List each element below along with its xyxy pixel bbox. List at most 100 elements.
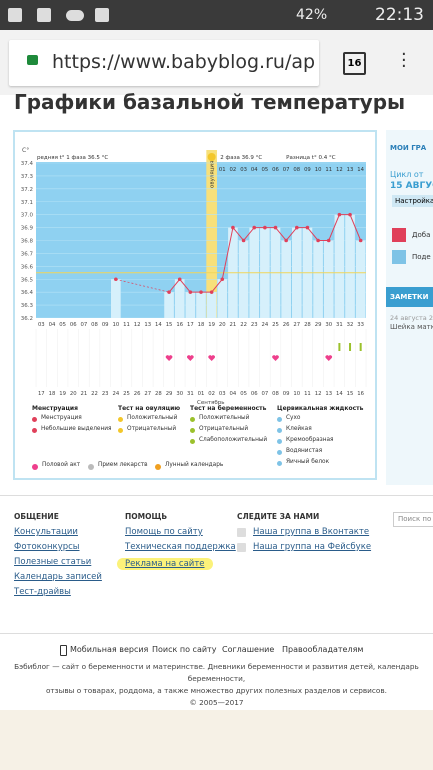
social-icon xyxy=(237,543,246,552)
legend-item: Положительный xyxy=(127,415,178,421)
y-tick-label: 36.9 xyxy=(21,226,34,232)
temperature-point xyxy=(209,290,214,294)
chart: редняя t° 1 фаза 36.5 °C 2 фаза 36.9 °C Ра… xyxy=(21,147,367,406)
date-label: 18 xyxy=(49,391,56,397)
date-label: 11 xyxy=(304,391,311,397)
note-date: 24 августа 2 xyxy=(390,314,433,322)
notes-bar xyxy=(386,287,433,307)
x-tick-label: 20 xyxy=(219,322,226,328)
page-title: Графики базальной температуры xyxy=(14,90,406,114)
divider xyxy=(0,495,433,496)
status-icon xyxy=(66,10,84,21)
phase2-day: 07 xyxy=(283,167,290,173)
date-label: 27 xyxy=(144,391,151,397)
temperature-point xyxy=(337,212,342,217)
search-field[interactable]: Поиск по с xyxy=(393,512,433,527)
phase2-day: 13 xyxy=(347,167,354,173)
x-tick-label: 06 xyxy=(70,322,77,328)
value-column xyxy=(196,292,206,318)
bottom-link[interactable]: Поиск по сайту xyxy=(152,645,217,654)
legend-item: Половой акт xyxy=(42,462,81,468)
legend-item: Небольшие выделения xyxy=(41,426,112,432)
footer-link[interactable]: Календарь записей xyxy=(14,572,102,582)
value-column xyxy=(174,279,185,318)
x-tick-label: 31 xyxy=(336,322,343,328)
temperature-point xyxy=(348,212,352,217)
date-label: 05 xyxy=(240,391,247,397)
temperature-point xyxy=(231,225,235,230)
x-tick-label: 03 xyxy=(38,322,45,328)
date-label: 02 xyxy=(208,391,215,397)
x-tick-label: 10 xyxy=(112,322,119,328)
legend-item: Отрицательный xyxy=(127,426,177,432)
value-column xyxy=(313,240,323,318)
phase2-day: 10 xyxy=(315,167,322,173)
footer-link[interactable]: Реклама на сайте xyxy=(117,558,213,570)
temperature-point xyxy=(241,238,246,243)
x-tick-label: 14 xyxy=(155,322,162,328)
phase-header xyxy=(36,150,366,162)
date-label: 06 xyxy=(251,391,258,397)
footer-link[interactable]: Тест-драйвы xyxy=(14,587,71,597)
date-label: 19 xyxy=(59,391,66,397)
settings-button[interactable]: Настройка xyxy=(392,195,433,207)
status-icon xyxy=(37,8,51,22)
temperature-point xyxy=(177,277,182,282)
phase2-day: 12 xyxy=(336,167,343,173)
share-icon xyxy=(392,250,406,264)
legend-swatch xyxy=(190,417,195,422)
temperature-point xyxy=(284,238,288,243)
temperature-point xyxy=(295,225,299,230)
test-icon xyxy=(359,343,362,351)
legend-swatch xyxy=(118,417,123,422)
phase1-label: редняя t° 1 фаза 36.5 °C xyxy=(37,155,108,161)
legend-item: Прием лекарств xyxy=(98,462,148,468)
bottom-link[interactable]: Правообладателям xyxy=(282,645,364,654)
y-tick-label: 36.6 xyxy=(21,264,34,270)
url-field[interactable] xyxy=(9,40,319,86)
value-column xyxy=(217,279,228,318)
temperature-point xyxy=(199,290,203,294)
clock: 22:13 xyxy=(375,5,424,25)
date-label: 26 xyxy=(134,391,141,397)
legend-swatch xyxy=(32,464,38,470)
temperature-point xyxy=(326,238,331,243)
add-link[interactable]: Доба xyxy=(412,231,431,239)
footer-link[interactable]: Консультации xyxy=(14,527,78,537)
tab-count[interactable]: 16 xyxy=(343,52,366,75)
legend-swatch xyxy=(277,461,282,466)
footer-link[interactable]: Наша группа на Фейсбуке xyxy=(253,542,372,552)
temperature-point xyxy=(114,277,118,282)
date-label: 31 xyxy=(187,391,194,397)
footer-link[interactable]: Помощь по сайту xyxy=(125,527,203,537)
phase2-day: 03 xyxy=(240,167,247,173)
date-label: 16 xyxy=(357,391,364,397)
bottom-link[interactable]: Мобильная версия xyxy=(70,645,149,654)
value-column xyxy=(334,214,345,318)
footer-link[interactable]: Полезные статьи xyxy=(14,557,92,567)
date-label: 01 xyxy=(198,391,205,397)
note-text: Шейка матк xyxy=(390,323,433,331)
menu[interactable]: · · · xyxy=(401,44,407,77)
legend-swatch xyxy=(32,417,37,422)
x-tick-label: 21 xyxy=(230,322,237,328)
legend-item: Положительный xyxy=(199,415,250,421)
battery: 42% xyxy=(296,7,328,23)
date-label: 08 xyxy=(272,391,279,397)
heart-icon xyxy=(272,355,279,361)
footer-link[interactable]: Техническая поддержка xyxy=(125,542,236,552)
lock-icon xyxy=(27,55,38,65)
temperature-point xyxy=(220,277,225,282)
x-tick-label: 07 xyxy=(81,322,88,328)
value-column xyxy=(323,240,334,318)
phase2-day: 05 xyxy=(261,167,268,173)
ovulation-dot xyxy=(207,153,216,161)
bottom-link[interactable]: Соглашение xyxy=(222,645,275,654)
footer-link[interactable]: Наша группа в Вконтакте xyxy=(253,527,370,537)
footer-link[interactable]: Фотоконкурсы xyxy=(14,542,80,552)
footer-heading: ПОМОЩЬ xyxy=(125,512,168,521)
value-column xyxy=(206,292,217,318)
legend-swatch xyxy=(118,428,123,433)
url: https://www.babyblog.ru/app/ xyxy=(52,51,314,73)
share-link[interactable]: Поде xyxy=(412,253,431,261)
